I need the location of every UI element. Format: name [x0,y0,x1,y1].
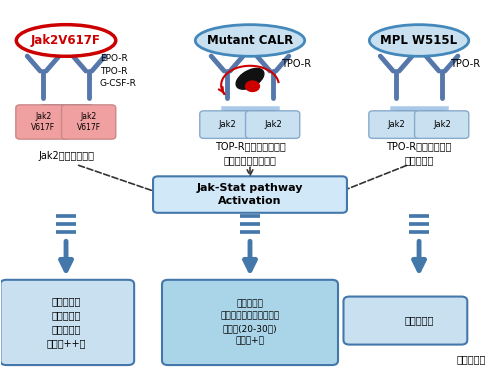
FancyBboxPatch shape [200,111,254,138]
FancyBboxPatch shape [153,176,347,213]
Text: Jak2立体構造変化: Jak2立体構造変化 [38,151,94,161]
Text: Jak2: Jak2 [388,120,405,129]
Text: Jak2
V617F: Jak2 V617F [31,112,55,132]
Ellipse shape [246,81,260,92]
FancyBboxPatch shape [414,111,469,138]
Text: EPO-R
TPO-R
G-CSF-R: EPO-R TPO-R G-CSF-R [100,54,136,88]
Text: Jak2
V617F: Jak2 V617F [77,112,101,132]
FancyBboxPatch shape [369,111,423,138]
Text: Jak-Stat pathway
Activation: Jak-Stat pathway Activation [197,183,303,206]
Text: TPO-Rリガンド不要
の二量体化: TPO-Rリガンド不要 の二量体化 [386,142,452,165]
Text: 白血球増多
赤血球増多
血小板増多
脾腫（++）: 白血球増多 赤血球増多 血小板増多 脾腫（++） [46,296,86,348]
FancyBboxPatch shape [246,111,300,138]
FancyBboxPatch shape [16,105,70,139]
Text: Jak2: Jak2 [433,120,451,129]
Ellipse shape [16,25,116,56]
Ellipse shape [370,25,469,56]
Text: 血小板増多
白血球増多は著明でない
若年者(20-30代)
脾腫（+）: 血小板増多 白血球増多は著明でない 若年者(20-30代) 脾腫（+） [220,299,280,345]
FancyBboxPatch shape [62,105,116,139]
Text: Jak2: Jak2 [218,120,236,129]
FancyBboxPatch shape [0,280,134,365]
FancyBboxPatch shape [344,297,468,345]
Text: TOP-R受容体二量体化
複合体の分解の延長: TOP-R受容体二量体化 複合体の分解の延長 [214,142,286,165]
Text: Jak2: Jak2 [264,120,281,129]
FancyBboxPatch shape [162,280,338,365]
Text: TPO-R: TPO-R [450,59,480,69]
Text: （自験例）: （自験例） [457,354,486,364]
Ellipse shape [196,25,304,56]
Text: Mutant CALR: Mutant CALR [207,34,293,47]
Text: MPL W515L: MPL W515L [380,34,458,47]
Text: 血小板増多: 血小板増多 [404,315,434,326]
Text: Jak2V617F: Jak2V617F [31,34,101,47]
Ellipse shape [236,68,264,89]
Text: TPO-R: TPO-R [281,59,311,69]
